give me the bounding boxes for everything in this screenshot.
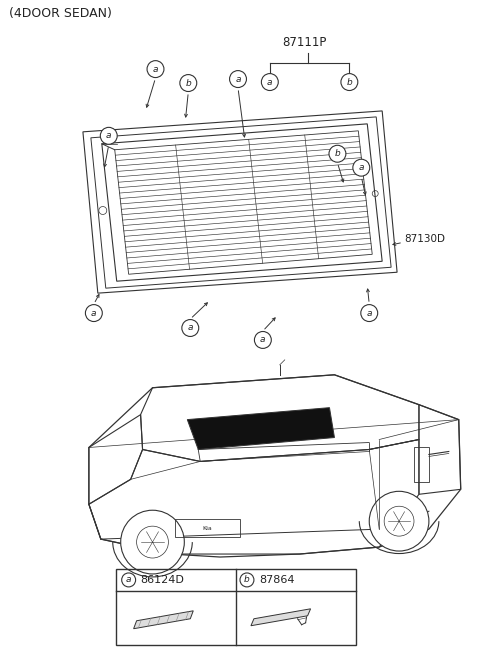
Polygon shape (251, 609, 311, 626)
Circle shape (180, 75, 197, 91)
Text: a: a (359, 163, 364, 172)
Text: a: a (106, 131, 111, 140)
Circle shape (120, 510, 184, 574)
Text: a: a (188, 323, 193, 333)
Circle shape (122, 573, 136, 587)
Circle shape (182, 319, 199, 337)
Text: a: a (267, 77, 273, 87)
Circle shape (229, 71, 246, 87)
Text: 86124D: 86124D (141, 575, 184, 585)
Text: b: b (335, 150, 340, 158)
Circle shape (353, 159, 370, 176)
Polygon shape (187, 407, 335, 449)
Circle shape (254, 331, 271, 348)
Circle shape (240, 573, 254, 587)
Text: a: a (235, 75, 241, 83)
Text: b: b (347, 77, 352, 87)
Text: b: b (185, 79, 191, 87)
Text: b: b (244, 575, 250, 584)
Circle shape (329, 145, 346, 162)
Circle shape (262, 73, 278, 91)
Text: a: a (153, 64, 158, 73)
Text: a: a (91, 308, 96, 318)
Circle shape (369, 491, 429, 551)
Text: Kia: Kia (202, 525, 212, 531)
Text: a: a (367, 308, 372, 318)
Text: 87111P: 87111P (282, 36, 327, 49)
Polygon shape (133, 611, 193, 628)
Circle shape (85, 304, 102, 321)
Circle shape (361, 304, 378, 321)
Text: 87130D: 87130D (404, 234, 445, 245)
Circle shape (341, 73, 358, 91)
Text: 87864: 87864 (259, 575, 294, 585)
Text: a: a (260, 335, 265, 344)
Text: (4DOOR SEDAN): (4DOOR SEDAN) (9, 7, 112, 20)
Circle shape (100, 127, 117, 144)
Text: a: a (126, 575, 132, 584)
Circle shape (147, 60, 164, 77)
